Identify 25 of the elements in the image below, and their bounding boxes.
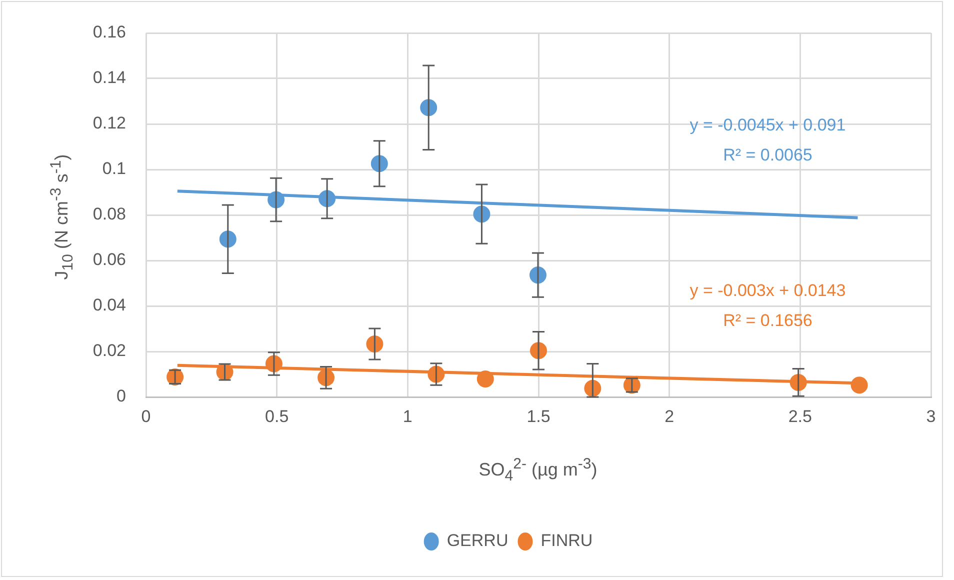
x-tick-label: 1.5 xyxy=(526,406,550,426)
y-tick-label: 0.12 xyxy=(92,114,126,133)
legend-label: GERRU xyxy=(446,531,508,550)
annotation: y = -0.003x + 0.0143 xyxy=(690,280,846,300)
x-tick-label: 0.5 xyxy=(265,406,289,426)
y-tick-label: 0 xyxy=(116,386,126,406)
y-tick-label: 0.06 xyxy=(92,250,126,270)
y-tick-label: 0.16 xyxy=(92,22,126,42)
x-tick-label: 0 xyxy=(141,406,151,426)
annotation: R² = 0.1656 xyxy=(723,310,812,330)
legend-label: FINRU xyxy=(540,531,593,550)
y-tick-label: 0.14 xyxy=(92,68,126,88)
x-tick-label: 2 xyxy=(664,406,674,426)
y-tick-label: 0.08 xyxy=(92,204,126,224)
x-tick-label: 3 xyxy=(926,406,936,426)
point xyxy=(850,376,868,394)
x-axis-title: SO$_{4}$$^{2-}$ (µg m$^{-3}$) xyxy=(478,456,598,484)
y-tick-label: 0.04 xyxy=(92,296,126,315)
y-tick-label: 0.1 xyxy=(102,159,126,178)
y-tick-label: 0.02 xyxy=(92,341,126,360)
x-tick-label: 1 xyxy=(402,406,412,426)
x-tick-label: 2.5 xyxy=(788,406,812,426)
annotation: R² = 0.0065 xyxy=(723,145,812,164)
point xyxy=(476,370,494,388)
annotation: y = -0.0045x + 0.091 xyxy=(690,115,846,134)
